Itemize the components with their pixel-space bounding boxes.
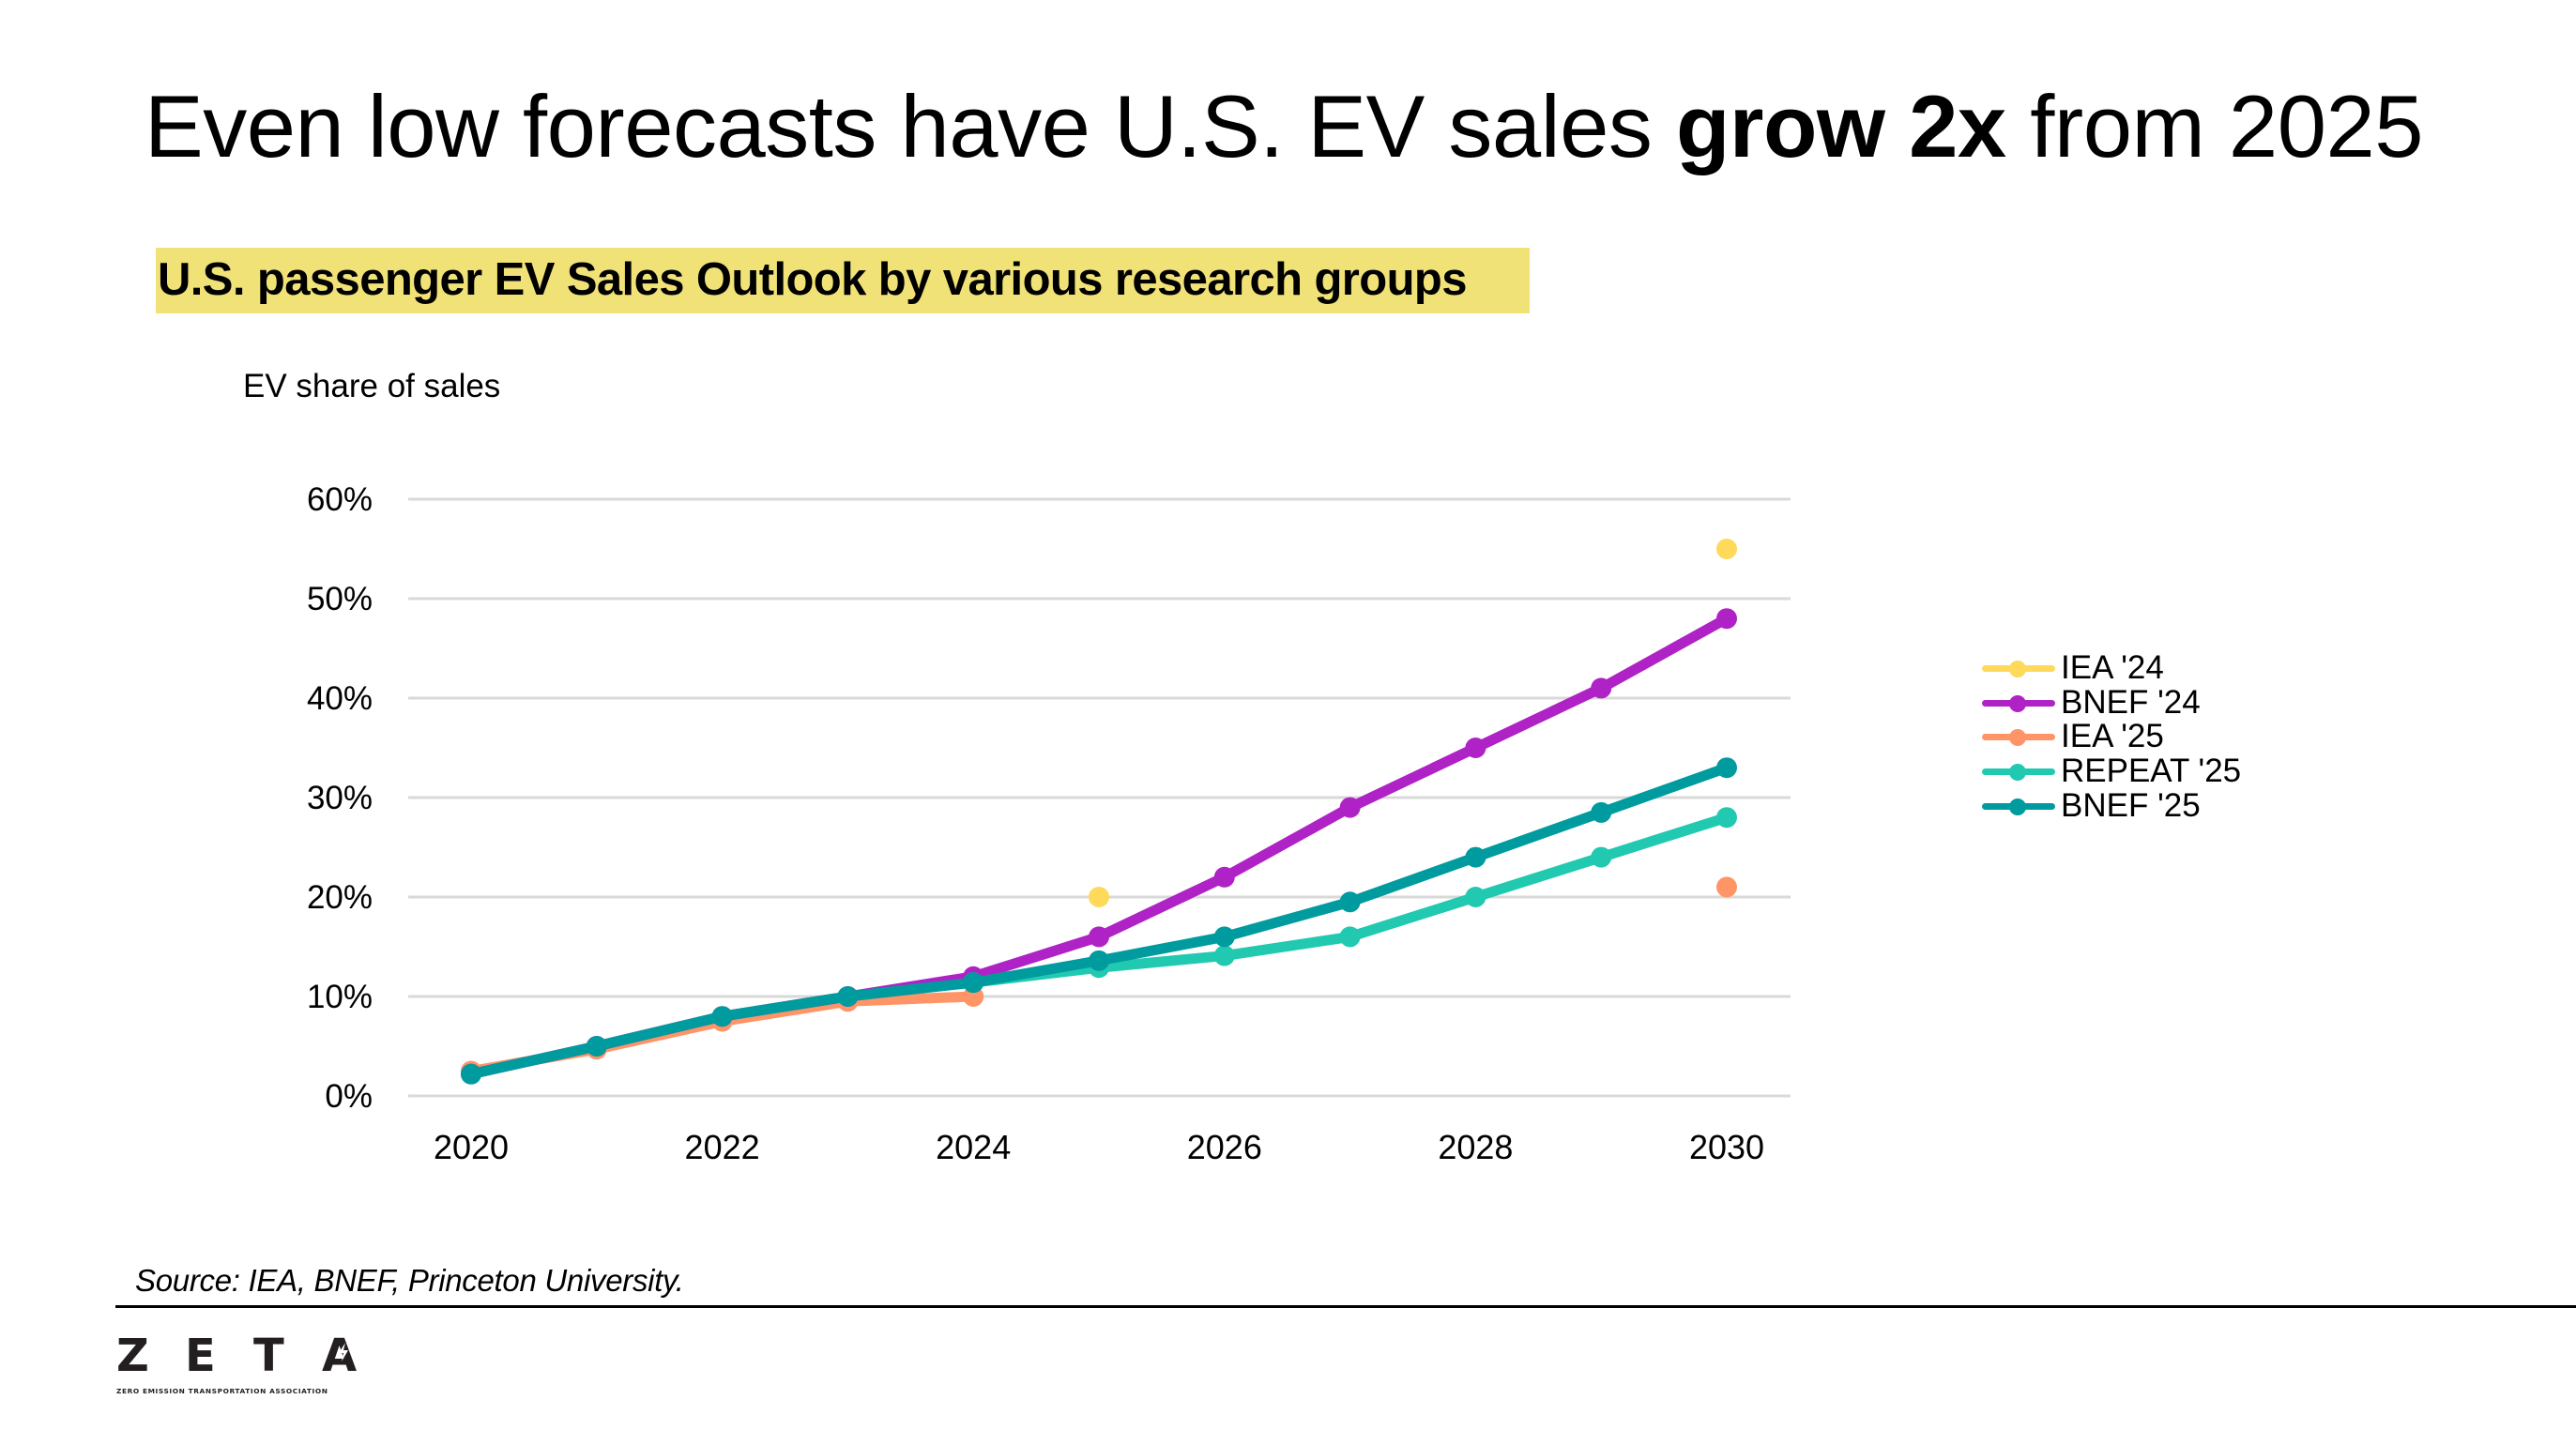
data-point <box>1716 539 1737 559</box>
x-tick-label: 2030 <box>1689 1128 1764 1166</box>
legend-item: BNEF '25 <box>1980 786 2241 824</box>
legend-swatch-icon <box>1980 789 2057 823</box>
legend-swatch-icon <box>1980 720 2057 753</box>
data-point <box>1716 807 1737 829</box>
data-point <box>1591 677 1612 699</box>
data-point <box>1089 950 1109 971</box>
title-prefix: Even low forecasts have U.S. EV sales <box>145 77 1676 175</box>
data-point <box>1339 891 1361 913</box>
legend-label: REPEAT '25 <box>2061 753 2242 790</box>
legend-label: IEA '25 <box>2061 718 2164 755</box>
legend-item: REPEAT '25 <box>1980 753 2242 790</box>
x-tick-label: 2028 <box>1438 1128 1513 1166</box>
series-group <box>461 539 1737 1085</box>
x-tick-label: 2022 <box>685 1128 760 1166</box>
data-point <box>963 972 984 994</box>
legend-item: IEA '24 <box>1980 649 2241 687</box>
y-tick-label: 20% <box>307 879 373 916</box>
subtitle-highlight <box>156 248 1530 313</box>
data-point <box>586 1036 607 1057</box>
data-point <box>461 1063 481 1085</box>
logo-letter: T <box>253 1330 284 1382</box>
title-emphasis: grow 2x <box>1675 77 2006 175</box>
series-line <box>465 613 1732 1080</box>
data-point <box>1213 866 1235 888</box>
data-point <box>1339 926 1361 948</box>
data-point <box>1465 738 1486 758</box>
data-point <box>1213 926 1235 948</box>
series-bnef-25 <box>461 757 1737 1085</box>
data-point <box>1716 757 1737 779</box>
logo-letter: A <box>322 1330 358 1382</box>
data-point <box>1089 887 1109 907</box>
y-tick-label: 10% <box>307 979 373 1015</box>
slide-title: Even low forecasts have U.S. EV sales gr… <box>145 83 2424 171</box>
data-point <box>1339 797 1361 818</box>
logo-letter: Z <box>116 1330 149 1382</box>
y-tick-label: 60% <box>307 481 373 518</box>
series-iea-24 <box>1089 539 1737 907</box>
source-note: Source: IEA, BNEF, Princeton University. <box>135 1263 684 1298</box>
data-point <box>1465 887 1486 907</box>
chart-subtitle: U.S. passenger EV Sales Outlook by vario… <box>158 254 1467 305</box>
y-tick-label: 50% <box>307 581 373 617</box>
legend-label: BNEF '25 <box>2061 786 2201 824</box>
series-iea-25 <box>461 876 1737 1082</box>
logo-letter: E <box>185 1330 216 1382</box>
series-line <box>465 762 1732 1080</box>
logo-wordmark: Z E T A <box>116 1330 364 1382</box>
x-tick-labels: 2020 2022 2024 2026 2028 2030 <box>434 1128 1764 1166</box>
gridlines <box>408 497 1791 1098</box>
x-tick-label: 2026 <box>1187 1128 1262 1166</box>
data-point <box>1465 846 1486 868</box>
legend-label: IEA '24 <box>2061 649 2164 687</box>
legend-swatch-icon <box>1980 686 2057 720</box>
legend-item: BNEF '24 <box>1980 683 2241 721</box>
data-point <box>1591 846 1612 868</box>
title-suffix: from 2025 <box>2005 77 2424 175</box>
data-point <box>1716 608 1737 630</box>
series-bnef-24 <box>461 608 1737 1085</box>
legend-swatch-icon <box>1980 754 2057 788</box>
y-tick-labels: 0% 10% 20% 30% 40% 50% 60% <box>307 481 373 1115</box>
chart-legend: IEA '24 BNEF '24 IEA '25 REPEAT '25 BNEF '25 <box>1980 649 2242 824</box>
x-tick-label: 2024 <box>936 1128 1011 1166</box>
y-axis-title: EV share of sales <box>243 368 501 404</box>
logo-tagline: ZERO EMISSION TRANSPORTATION ASSOCIATION <box>116 1387 328 1395</box>
data-point <box>1089 926 1109 948</box>
footer-divider <box>115 1305 2576 1308</box>
zeta-logo: Z E T A ZERO EMISSION TRANSPORTATION ASS… <box>116 1330 364 1395</box>
data-point <box>1213 945 1235 966</box>
y-tick-label: 40% <box>307 680 373 717</box>
y-tick-label: 30% <box>307 780 373 816</box>
legend-swatch-icon <box>1980 651 2057 685</box>
data-point <box>711 1006 733 1027</box>
lightning-bolt-icon <box>339 1343 348 1361</box>
legend-item: IEA '25 <box>1980 718 2241 755</box>
y-tick-label: 0% <box>325 1078 373 1115</box>
data-point <box>1591 801 1612 823</box>
data-point <box>837 986 859 1007</box>
legend-label: BNEF '24 <box>2061 683 2201 721</box>
x-tick-label: 2020 <box>434 1128 509 1166</box>
data-point <box>1716 876 1737 898</box>
